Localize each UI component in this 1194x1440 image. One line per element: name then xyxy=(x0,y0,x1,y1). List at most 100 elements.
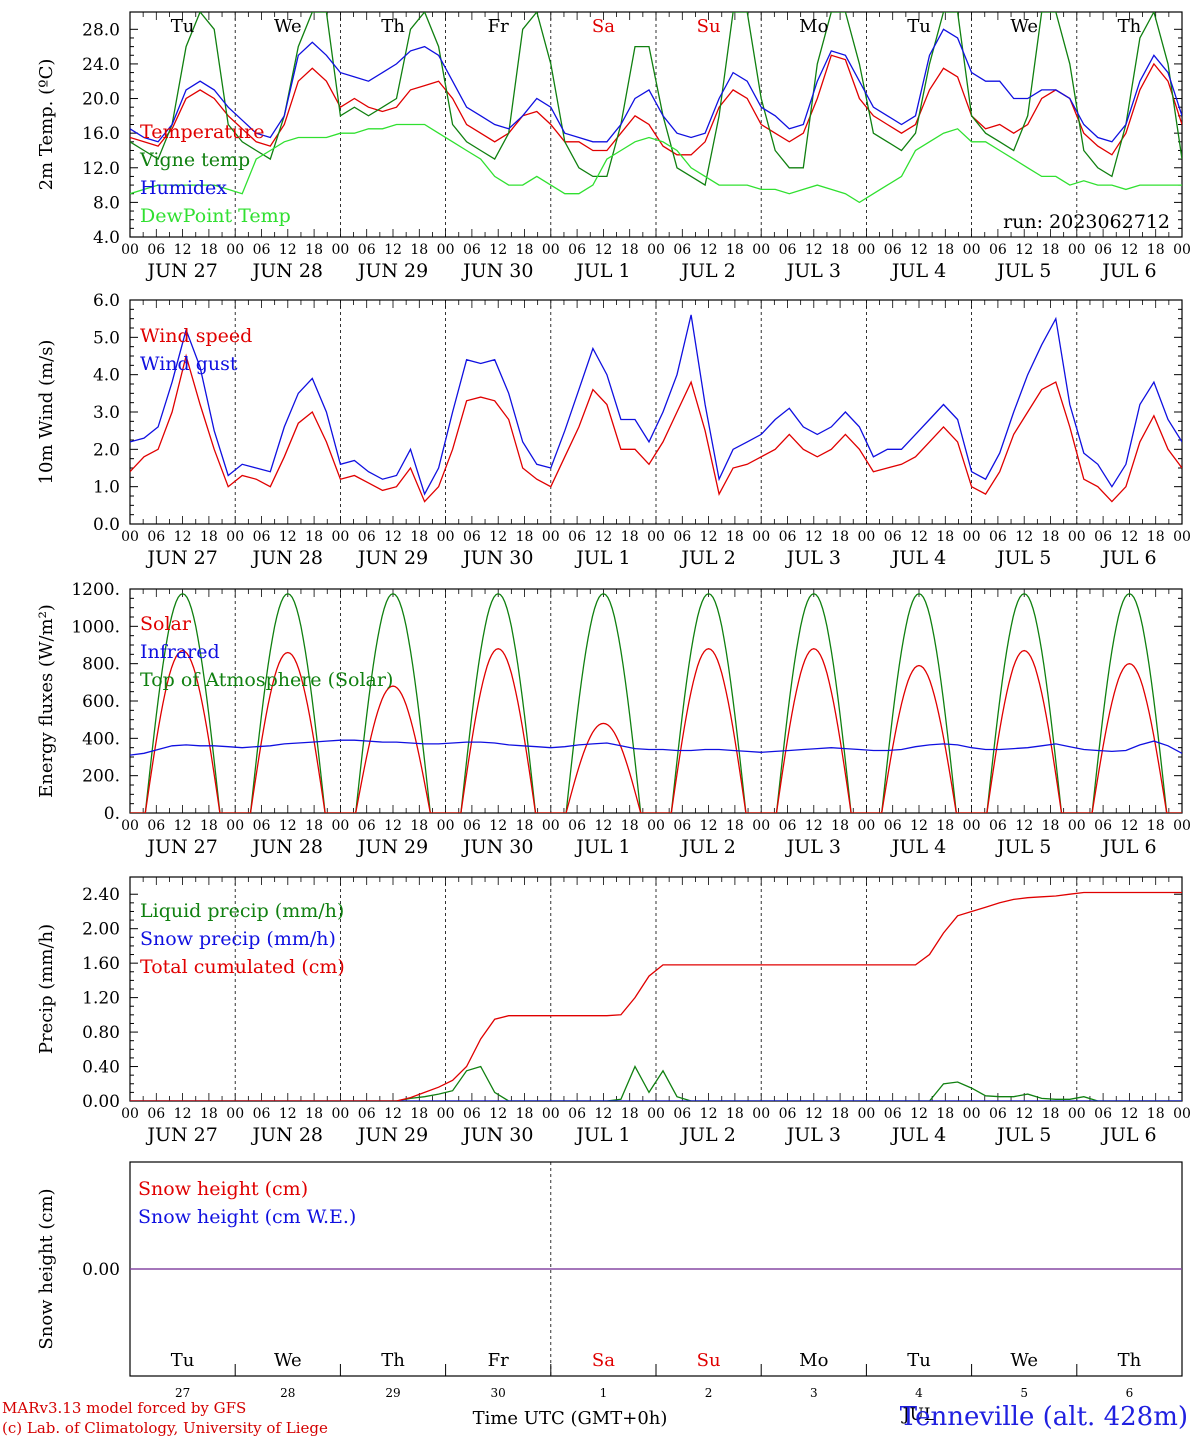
series-line-top-of-atmosphere-solar- xyxy=(130,592,1182,813)
hour-tick-label: 00 xyxy=(226,818,244,834)
hour-tick-label: 12 xyxy=(1120,242,1138,258)
hour-tick-label: 12 xyxy=(279,529,297,545)
x-axis-label: Time UTC (GMT+0h) xyxy=(473,1408,668,1429)
day-label: JUN 28 xyxy=(251,547,323,569)
hour-tick-label: 00 xyxy=(963,242,981,258)
hour-tick-label: 12 xyxy=(384,242,402,258)
day-label: JUL 4 xyxy=(890,1124,946,1146)
day-label: JUL 3 xyxy=(785,836,841,858)
day-label: JUL 5 xyxy=(995,1124,1051,1146)
day-label: JUL 4 xyxy=(890,547,946,569)
hour-tick-label: 06 xyxy=(673,242,691,258)
y-tick-label: 2.40 xyxy=(82,885,120,905)
day-label: JUN 29 xyxy=(356,836,428,858)
hour-tick-label: 06 xyxy=(989,529,1007,545)
hour-tick-label: 12 xyxy=(174,529,192,545)
hour-tick-label: 18 xyxy=(200,242,218,258)
hour-tick-label: 18 xyxy=(726,818,744,834)
legend-entry: Total cumulated (cm) xyxy=(140,956,345,978)
hour-tick-label: 06 xyxy=(147,818,165,834)
legend-entry: Snow height (cm) xyxy=(138,1178,308,1200)
hour-tick-label: 00 xyxy=(857,1106,875,1122)
weekday-label: Sa xyxy=(592,16,615,37)
legend-entry: Wind gust xyxy=(140,353,238,375)
hour-tick-label: 12 xyxy=(700,818,718,834)
hour-tick-label: 18 xyxy=(621,242,639,258)
hour-tick-label: 12 xyxy=(910,818,928,834)
hour-tick-label: 18 xyxy=(621,818,639,834)
hour-tick-label: 12 xyxy=(174,242,192,258)
hour-tick-label: 00 xyxy=(542,529,560,545)
y-tick-label: 2.00 xyxy=(82,920,120,940)
day-label: JUN 28 xyxy=(251,836,323,858)
hour-tick-label: 06 xyxy=(568,242,586,258)
weekday-label: Su xyxy=(697,1350,721,1371)
hour-tick-label: 00 xyxy=(226,1106,244,1122)
hour-tick-label: 06 xyxy=(568,818,586,834)
series-group xyxy=(130,12,1182,204)
hour-tick-label: 18 xyxy=(621,1106,639,1122)
hour-tick-label: 00 xyxy=(121,1106,139,1122)
hour-tick-label: 12 xyxy=(805,818,823,834)
day-label: JUL 1 xyxy=(574,1124,630,1146)
y-tick-label: 5.0 xyxy=(93,328,120,348)
hour-tick-label: 06 xyxy=(673,529,691,545)
hour-tick-label: 06 xyxy=(779,818,797,834)
hour-tick-label: 12 xyxy=(700,1106,718,1122)
hour-tick-label: 18 xyxy=(305,1106,323,1122)
weekday-label: We xyxy=(274,1350,302,1371)
y-axis-label: 2m Temp. (ºC) xyxy=(36,59,57,191)
day-label: JUL 2 xyxy=(679,1124,735,1146)
y-tick-label: 800. xyxy=(82,655,120,675)
y-tick-label: 16.0 xyxy=(82,124,120,144)
hour-tick-label: 06 xyxy=(463,1106,481,1122)
day-label: JUN 30 xyxy=(461,260,533,282)
hour-tick-label: 06 xyxy=(147,529,165,545)
hour-tick-label: 00 xyxy=(1068,818,1086,834)
day-label: JUN 28 xyxy=(251,260,323,282)
legend-entry: DewPoint Temp xyxy=(140,205,291,227)
hour-tick-label: 18 xyxy=(831,529,849,545)
y-tick-label: 1200. xyxy=(71,580,120,600)
lab-credit: (c) Lab. of Climatology, University of L… xyxy=(2,1419,328,1437)
hour-tick-label: 18 xyxy=(200,1106,218,1122)
day-label: JUL 2 xyxy=(679,836,735,858)
hour-tick-label: 18 xyxy=(410,242,428,258)
hour-tick-label: 00 xyxy=(647,529,665,545)
series-line-temperature xyxy=(130,54,1182,156)
hour-tick-label: 12 xyxy=(594,1106,612,1122)
hour-tick-label: 12 xyxy=(1015,529,1033,545)
hour-tick-label: 18 xyxy=(1042,1106,1060,1122)
hour-tick-label: 00 xyxy=(963,529,981,545)
hour-tick-label: 00 xyxy=(647,242,665,258)
y-tick-label: 3.0 xyxy=(93,403,120,423)
hour-tick-label: 06 xyxy=(253,242,271,258)
hour-tick-label: 18 xyxy=(200,818,218,834)
hour-tick-label: 00 xyxy=(437,529,455,545)
hour-tick-label: 00 xyxy=(437,1106,455,1122)
hour-tick-label: 18 xyxy=(936,818,954,834)
legend-entry: Snow height (cm W.E.) xyxy=(138,1206,356,1228)
hour-tick-label: 12 xyxy=(279,242,297,258)
hour-tick-label: 18 xyxy=(200,529,218,545)
hour-tick-label: 06 xyxy=(253,529,271,545)
hour-tick-label: 12 xyxy=(174,818,192,834)
hour-tick-label: 06 xyxy=(147,242,165,258)
hour-tick-label: 00 xyxy=(542,1106,560,1122)
series-line-wind-speed xyxy=(130,353,1182,503)
hour-tick-label: 06 xyxy=(989,818,1007,834)
day-label: JUN 29 xyxy=(356,1124,428,1146)
day-number-label: 6 xyxy=(1126,1386,1134,1400)
hour-tick-label: 18 xyxy=(621,529,639,545)
hour-tick-label: 00 xyxy=(331,1106,349,1122)
hour-tick-label: 12 xyxy=(594,529,612,545)
run-annotation: run: 2023062712 xyxy=(1003,211,1170,233)
hour-tick-label: 00 xyxy=(121,818,139,834)
hour-tick-label: 12 xyxy=(384,529,402,545)
hour-tick-label: 06 xyxy=(463,242,481,258)
y-tick-label: 24.0 xyxy=(82,55,120,75)
hour-tick-label: 12 xyxy=(700,529,718,545)
y-tick-label: 0.40 xyxy=(82,1058,120,1078)
weekday-label: Fr xyxy=(488,16,509,37)
hour-tick-label: 00 xyxy=(1173,242,1191,258)
